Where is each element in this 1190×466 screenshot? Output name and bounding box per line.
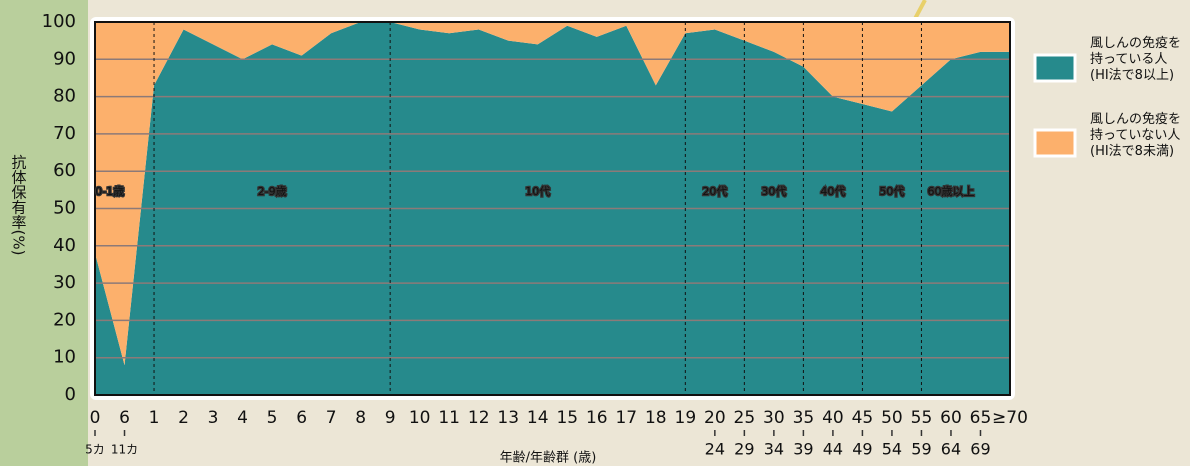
x-tick-label: 4 (237, 408, 248, 428)
y-tick-label: 60 (53, 160, 76, 181)
x-tick-sublabel: 11カ (111, 443, 138, 457)
group-label: 40代 (820, 185, 845, 198)
x-tick-label: 17 (615, 408, 637, 428)
x-tick-label: 2 (178, 408, 189, 428)
x-axis-title: 年齢/年齢群 (歳) (500, 451, 597, 466)
x-tick-label: 0 (90, 408, 101, 428)
x-tick-label: 10 (409, 408, 431, 428)
group-label: 50代 (879, 185, 904, 198)
x-tick-label: 1 (149, 408, 160, 428)
x-tick-label: 15 (556, 408, 578, 428)
x-tick-label: ≥70 (992, 408, 1028, 428)
x-tick-label: 18 (645, 408, 667, 428)
x-tick-label: 14 (527, 408, 549, 428)
x-tick-label: 12 (468, 408, 490, 428)
group-label: 60歳以上 (927, 185, 974, 198)
x-tick-label: 20 (704, 408, 726, 428)
y-tick-label: 40 (53, 235, 76, 256)
x-tick-label: 55 (911, 408, 933, 428)
x-tick-sublabel: 24 (705, 440, 725, 459)
x-tick-label: 6 (119, 408, 130, 428)
chart: 抗体保有率(%) 年齢/年齢群 (歳) 01020304050607080901… (0, 0, 1190, 466)
x-tick-sublabel: 44 (823, 440, 843, 459)
x-tick-label: 50 (881, 408, 903, 428)
y-tick-label: 100 (42, 11, 76, 32)
x-tick-sublabel: 49 (852, 440, 872, 459)
group-label: 20代 (702, 185, 727, 198)
y-axis-title: 抗体保有率(%) (10, 155, 28, 256)
group-label: 10代 (525, 185, 550, 198)
page: 抗体保有率(%) 年齢/年齢群 (歳) 01020304050607080901… (0, 0, 1190, 466)
y-tick-label: 10 (53, 347, 76, 368)
legend-swatch (1035, 130, 1075, 156)
x-tick-label: 30 (763, 408, 785, 428)
x-tick-label: 40 (822, 408, 844, 428)
x-tick-label: 6 (296, 408, 307, 428)
x-tick-sublabel: 54 (882, 440, 902, 459)
group-label: 0-1歳 (95, 185, 124, 198)
y-tick-label: 20 (53, 309, 76, 330)
x-tick-label: 35 (793, 408, 815, 428)
y-tick-label: 80 (53, 86, 76, 107)
x-tick-label: 9 (385, 408, 396, 428)
y-tick-label: 30 (53, 272, 76, 293)
x-tick-label: 11 (438, 408, 460, 428)
y-tick-label: 70 (53, 123, 76, 144)
x-tick-sublabel: 69 (970, 440, 990, 459)
group-label: 2-9歳 (258, 185, 287, 198)
legend-label: 風しんの免疫を 持っていない人 (HI法で8未満) (1090, 112, 1181, 160)
legend-swatch (1035, 55, 1075, 81)
x-tick-sublabel: 34 (764, 440, 784, 459)
x-tick-sublabel: 59 (911, 440, 931, 459)
x-tick-label: 3 (208, 408, 219, 428)
x-tick-sublabel: 29 (734, 440, 754, 459)
y-tick-label: 50 (53, 198, 76, 219)
x-tick-label: 8 (355, 408, 366, 428)
x-tick-label: 60 (940, 408, 962, 428)
group-label: 30代 (761, 185, 786, 198)
x-tick-label: 7 (326, 408, 337, 428)
x-tick-label: 19 (675, 408, 697, 428)
x-tick-sublabel: 64 (941, 440, 961, 459)
x-tick-sublabel: 5カ (85, 443, 105, 457)
y-tick-label: 0 (65, 384, 76, 405)
x-tick-sublabel: 39 (793, 440, 813, 459)
x-tick-label: 5 (267, 408, 278, 428)
x-tick-label: 65 (970, 408, 992, 428)
x-tick-label: 16 (586, 408, 608, 428)
y-tick-label: 90 (53, 48, 76, 69)
legend-label: 風しんの免疫を 持っている人 (HI法で8以上) (1090, 36, 1181, 84)
x-tick-label: 25 (734, 408, 756, 428)
x-tick-label: 13 (497, 408, 519, 428)
x-tick-label: 45 (852, 408, 874, 428)
